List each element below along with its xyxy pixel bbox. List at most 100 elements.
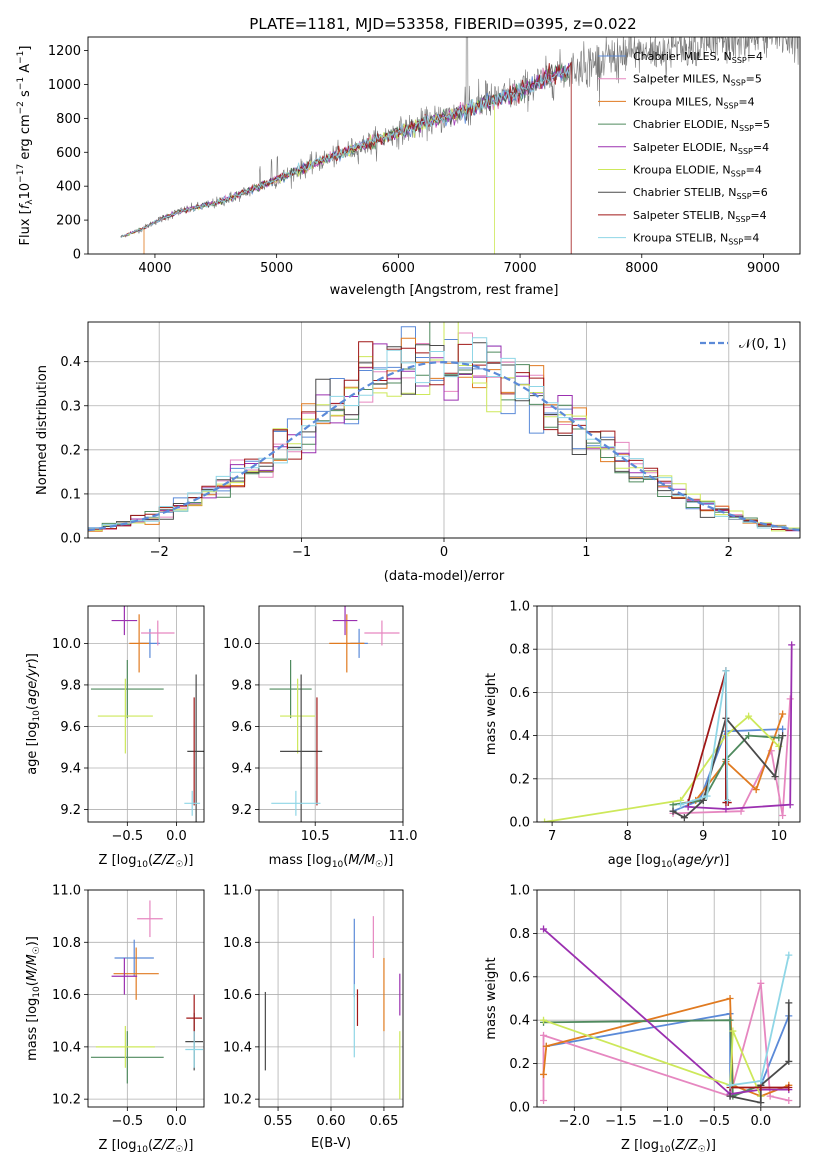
age_vs_mass-ytick-label-0: 9.2 bbox=[231, 803, 252, 818]
mass_vs_Z-frame bbox=[87, 889, 205, 1108]
residuals-ylabel: Normed distribution bbox=[35, 365, 50, 495]
spectrum-ytick-label-0: 0 bbox=[73, 248, 81, 263]
weight_vs_Z-ytick-label-5: 1.0 bbox=[509, 884, 530, 899]
residuals-xtick-label-3: 1 bbox=[582, 545, 590, 560]
weight_vs_age-marker-6-4 bbox=[771, 773, 779, 781]
legend-label-6: Chabrier STELIB, NSSP=6 bbox=[633, 186, 768, 201]
spectrum-xtick-label-4: 8000 bbox=[625, 261, 658, 276]
age_vs_mass-point-8 bbox=[271, 790, 321, 816]
spectrum-ylabel: Flux [fλ10−17 erg cm−2 s−1 A−1] bbox=[16, 46, 35, 246]
weight_vs_Z-ytick-label-4: 0.8 bbox=[509, 927, 530, 942]
mass_vs_ebv-axes: 0.55 0.60 0.65 10.2 10.4 10.6 10.8 11.0 bbox=[223, 884, 403, 1129]
age_vs_mass-xtick-label-1: 11.0 bbox=[389, 829, 418, 844]
legend-label-1: Salpeter MILES, NSSP=5 bbox=[633, 73, 762, 88]
mass_vs_ebv-ytick-label-1: 10.4 bbox=[223, 1040, 252, 1055]
mass_vs_ebv-ytick-label-4: 11.0 bbox=[223, 884, 252, 899]
xlabel-mass: mass [log10(M/M☉)] bbox=[269, 853, 394, 870]
weight_vs_age-lines bbox=[541, 641, 796, 822]
weight_vs_age-line-4 bbox=[688, 644, 793, 810]
residuals-frame bbox=[87, 321, 801, 539]
weight_vs_age-marker-5-3 bbox=[745, 712, 753, 720]
spectrum-xtick-label-5: 9000 bbox=[747, 261, 780, 276]
age_vs_Z-point-8 bbox=[184, 790, 201, 816]
age_vs_mass-point-4 bbox=[332, 606, 358, 636]
residual-legend-label: 𝒩(0, 1) bbox=[739, 337, 786, 352]
weight_vs_age-marker-6-0 bbox=[669, 807, 677, 815]
age_vs_mass-ytick-label-4: 10.0 bbox=[223, 637, 252, 652]
age_vs_Z-point-6 bbox=[187, 674, 204, 822]
mass-ylabel: mass [log10(M/M☉)] bbox=[25, 936, 42, 1061]
weight_vs_age-marker-4-2 bbox=[786, 801, 794, 809]
weight_vs_age-ytick-label-3: 0.6 bbox=[509, 686, 530, 701]
xlabel-Z: Z [log10(Z/Z☉)] bbox=[99, 1138, 194, 1155]
weight_vs_age-line-6 bbox=[672, 716, 784, 819]
weight_vs_Z-ytick-label-1: 0.2 bbox=[509, 1057, 530, 1072]
weight_vs_Z-marker-7-2 bbox=[785, 1083, 793, 1091]
spectrum-curves bbox=[120, 37, 799, 254]
mass_vs_Z-ytick-label-1: 10.4 bbox=[52, 1040, 81, 1055]
spectrum-legend: Chabrier MILES, NSSP=4 Salpeter MILES, NS… bbox=[598, 50, 770, 247]
residuals-ytick-label-2: 0.2 bbox=[60, 443, 81, 458]
spectrum-ytick-label-3: 600 bbox=[56, 146, 81, 161]
weight_vs_age-ylabel: mass weight bbox=[484, 673, 499, 755]
weight_vs_Z-marker-6-3 bbox=[785, 1057, 793, 1065]
age_vs_mass-ytick-label-2: 9.6 bbox=[231, 720, 252, 735]
legend-label-7: Salpeter STELIB, NSSP=4 bbox=[633, 209, 767, 224]
legend-label-2: Kroupa MILES, NSSP=4 bbox=[633, 95, 755, 110]
weight_vs_age-ytick-label-0: 0.0 bbox=[509, 816, 530, 831]
weight_vs_age-xtick-label-1: 8 bbox=[624, 829, 632, 844]
weight_vs_age-line-1 bbox=[672, 698, 792, 816]
legend-label-8: Kroupa STELIB, NSSP=4 bbox=[633, 232, 759, 247]
age_vs_mass-points bbox=[269, 606, 400, 822]
weight_vs_Z-marker-6-0 bbox=[726, 1092, 734, 1100]
spectrum-title: PLATE=1181, MJD=53358, FIBERID=0395, z=0… bbox=[249, 15, 636, 33]
weight_vs_Z-marker-2-0 bbox=[540, 1070, 548, 1078]
mass_vs_Z-point-8 bbox=[185, 1031, 204, 1068]
weight_vs_Z-marker-8-2 bbox=[785, 951, 793, 959]
mass_vs_Z-xtick-label-0: −0.5 bbox=[112, 1114, 144, 1129]
weight_vs_age-marker-5-0 bbox=[541, 818, 549, 822]
residuals-xtick-label-1: −1 bbox=[292, 545, 311, 560]
spectrum-model-8 bbox=[120, 64, 570, 238]
mass_vs_ebv-points bbox=[264, 916, 401, 1100]
weight_vs_Z-ytick-label-0: 0.0 bbox=[509, 1101, 530, 1116]
age_vs_mass-point-5 bbox=[280, 678, 316, 754]
weight_vs_Z-marker-5-2 bbox=[729, 1027, 737, 1035]
weight_vs_age-marker-1-3 bbox=[779, 812, 787, 820]
weight_vs_Z-marker-2-1 bbox=[542, 1042, 550, 1050]
weight_vs_Z-marker-1-1 bbox=[540, 1031, 548, 1039]
mass_vs_ebv-frame bbox=[258, 889, 404, 1108]
age_vs_Z-point-3 bbox=[90, 660, 164, 719]
age_vs_Z-points bbox=[90, 606, 204, 822]
weight_vs_Z-ylabel: mass weight bbox=[484, 957, 499, 1039]
weight_vs_Z-xtick-label-0: −2.0 bbox=[559, 1114, 591, 1129]
age_vs_mass-xtick-label-0: 10.5 bbox=[301, 829, 330, 844]
weight_vs_Z-frame bbox=[536, 889, 801, 1108]
weight_vs_Z-xtick-label-4: 0.0 bbox=[750, 1114, 771, 1129]
weight_vs_age-marker-8-3 bbox=[723, 796, 731, 804]
weight_vs_age-frame bbox=[536, 605, 801, 823]
spectrum-xtick-label-2: 6000 bbox=[382, 261, 415, 276]
age_vs_mass-ytick-label-1: 9.4 bbox=[231, 762, 252, 777]
residuals-xlabel: (data-model)/error bbox=[384, 569, 505, 584]
age_vs_Z-point-2 bbox=[129, 614, 149, 673]
age_vs_Z-ytick-label-0: 9.2 bbox=[60, 803, 81, 818]
weight_vs_Z-marker-6-4 bbox=[785, 999, 793, 1007]
weight_vs_Z-ytick-label-2: 0.4 bbox=[509, 1014, 530, 1029]
age_vs_mass-point-1 bbox=[364, 620, 400, 646]
spectrum-xtick-label-0: 4000 bbox=[138, 261, 171, 276]
age_vs_Z-point-1 bbox=[141, 620, 175, 646]
weight_vs_Z-marker-1-3 bbox=[757, 979, 765, 987]
weight_vs_age-ytick-label-5: 1.0 bbox=[509, 600, 530, 615]
weight_vs_Z-marker-6-1 bbox=[757, 1099, 765, 1107]
weight_vs_Z-xtick-label-2: −1.0 bbox=[652, 1114, 684, 1129]
mass_vs_Z-point-0 bbox=[114, 939, 154, 977]
weight_vs_age-xtick-label-2: 9 bbox=[699, 829, 707, 844]
mass_vs_Z-xtick-label-1: 0.0 bbox=[166, 1114, 187, 1129]
age_vs_Z-ytick-label-2: 9.6 bbox=[60, 720, 81, 735]
weight_vs_Z-xtick-label-1: −1.5 bbox=[605, 1114, 637, 1129]
weight_vs_age-line-8 bbox=[680, 670, 729, 806]
age_vs_Z-axes: −0.5 0.0 9.2 9.4 9.6 9.8 10.0 bbox=[52, 606, 204, 844]
weight_vs_Z-marker-1-4 bbox=[766, 1092, 774, 1100]
